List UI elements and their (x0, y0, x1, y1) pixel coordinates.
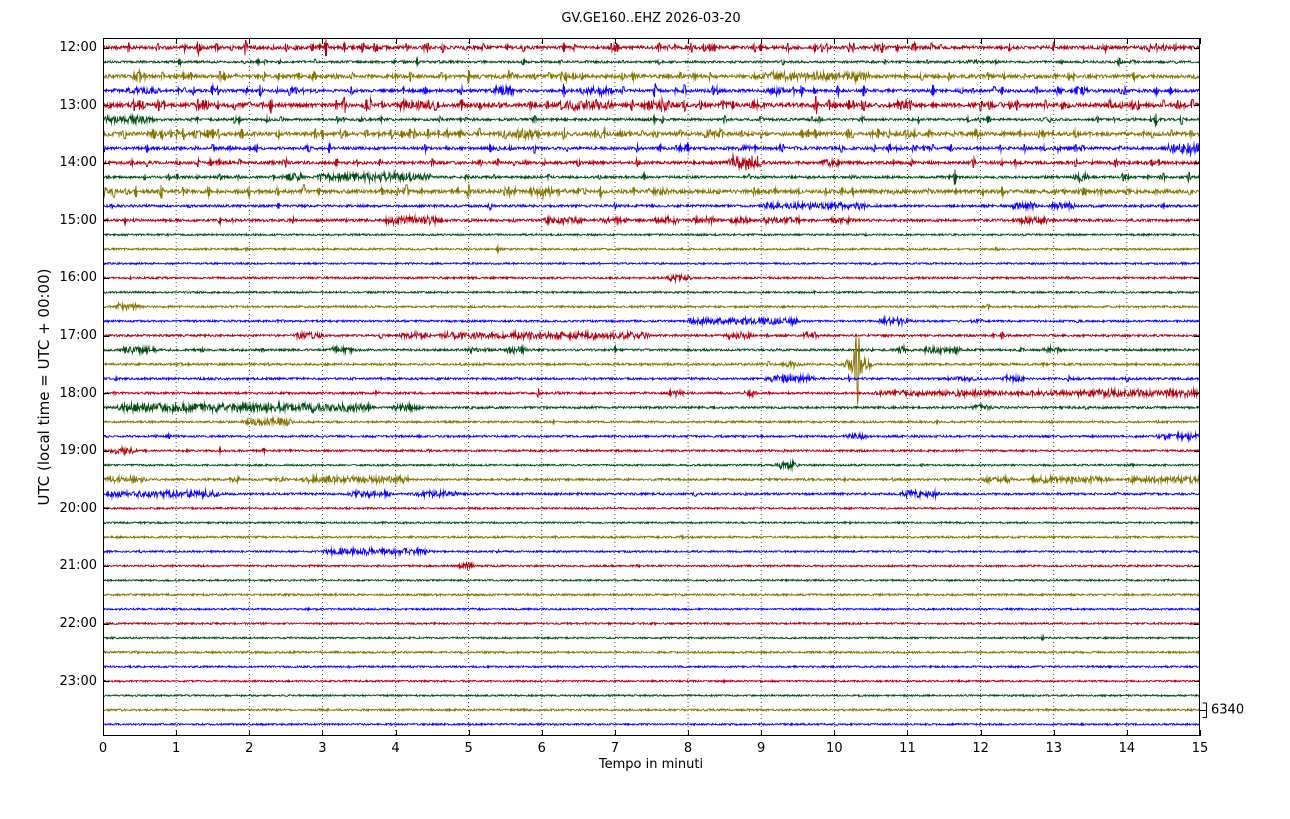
x-tick-label: 13 (1045, 741, 1062, 756)
y-tick-label: 18:00 (59, 385, 97, 401)
y-tick-label: 13:00 (59, 97, 97, 113)
y-tick-label: 22:00 (59, 616, 97, 631)
x-tick-label: 3 (318, 741, 327, 756)
x-tick-label: 6 (537, 741, 546, 756)
y-tick-label: 17:00 (59, 328, 97, 343)
x-tick-label: 10 (826, 741, 843, 756)
x-tick-label: 14 (1118, 741, 1136, 756)
x-tick-label: 11 (899, 741, 916, 756)
x-tick-label: 8 (683, 741, 693, 756)
x-axis-label: Tempo in minuti (598, 757, 704, 772)
y-tick-label: 21:00 (59, 558, 97, 574)
amplitude-scale-label: 6340 (1211, 702, 1245, 718)
plot-title: GV.GE160..EHZ 2026-03-20 (561, 11, 741, 26)
y-tick-label: 14:00 (59, 155, 97, 171)
x-tick-label: 2 (245, 741, 254, 756)
y-tick-label: 20:00 (59, 500, 97, 516)
x-tick-label: 12 (972, 741, 989, 756)
x-tick-label: 5 (464, 741, 473, 756)
y-tick-label: 12:00 (59, 40, 97, 55)
x-tick-label: 7 (610, 741, 620, 756)
y-tick-label: 16:00 (59, 270, 97, 286)
x-tick-label: 15 (1191, 741, 1209, 756)
x-tick-label: 4 (391, 741, 400, 756)
x-tick-label: 0 (98, 741, 108, 756)
y-tick-label: 15:00 (59, 212, 97, 228)
x-tick-label: 9 (757, 741, 766, 756)
y-tick-label: 19:00 (59, 443, 97, 459)
y-tick-label: 23:00 (59, 673, 97, 689)
x-tick-label: 1 (171, 741, 181, 756)
